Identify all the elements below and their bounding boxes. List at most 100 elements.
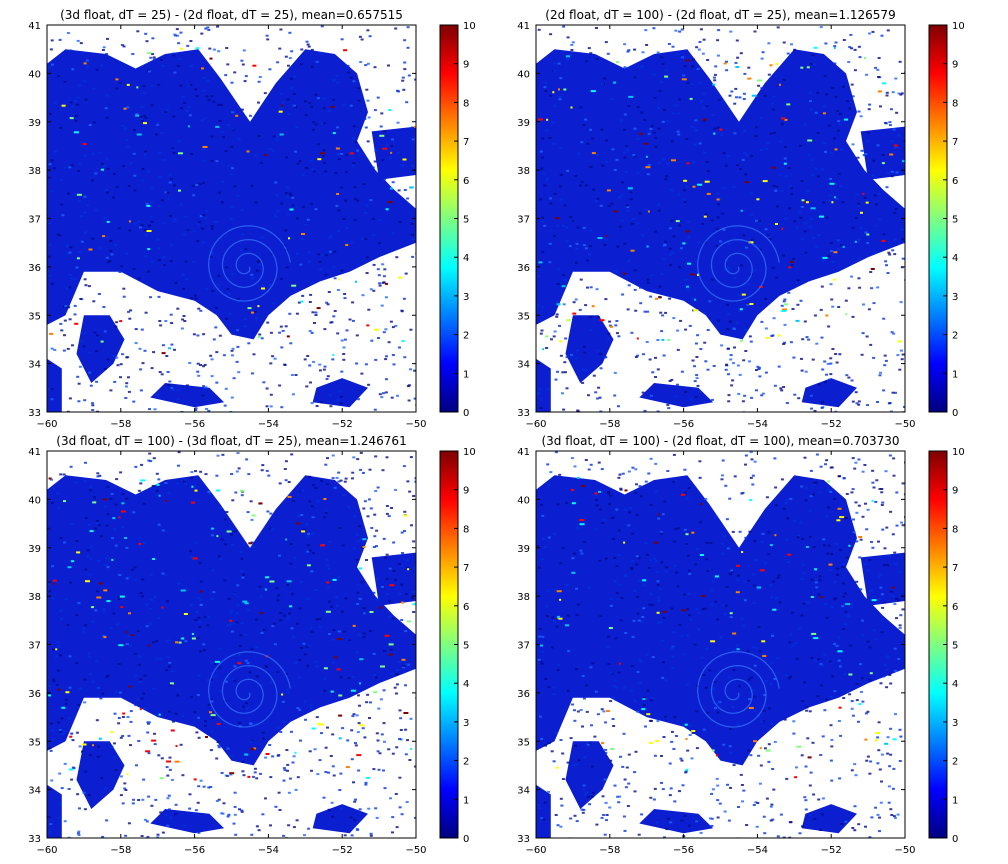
eddy-swirl <box>696 651 780 728</box>
colorbar-tick-label: 0 <box>952 408 958 419</box>
colorbar-tick-label: 5 <box>463 215 469 226</box>
y-tick-label: 39 <box>517 118 530 129</box>
x-tick-label: −52 <box>821 845 842 856</box>
y-tick-label: 38 <box>28 166 41 177</box>
ocean-patch <box>801 804 857 834</box>
y-tick-label: 41 <box>28 21 41 32</box>
y-tick-label: 37 <box>28 641 41 652</box>
colorbar-tick-label: 1 <box>952 795 958 806</box>
panel-3: (3d float, dT = 100) - (3d float, dT = 2… <box>28 434 475 856</box>
x-tick-label: −50 <box>405 845 426 856</box>
colorbar-tick-label: 10 <box>463 21 476 32</box>
y-tick-label: 33 <box>28 834 41 845</box>
y-tick-label: 35 <box>517 311 530 322</box>
colorbar-tick-label: 9 <box>463 486 469 497</box>
colorbar-tick-label: 6 <box>952 176 958 187</box>
colorbar-tick-label: 5 <box>463 641 469 652</box>
colorbar-tick-label: 4 <box>463 253 469 264</box>
ocean-patch <box>801 378 857 408</box>
colorbar-tick-label: 4 <box>463 679 469 690</box>
heatmap-field <box>47 25 416 412</box>
ocean-patch <box>150 383 225 408</box>
colorbar-tick-label: 7 <box>463 563 469 574</box>
y-tick-label: 37 <box>28 215 41 226</box>
colorbar-tick-label: 4 <box>952 253 958 264</box>
colorbar-tick-label: 0 <box>463 408 469 419</box>
y-tick-label: 34 <box>517 786 530 797</box>
y-tick-label: 38 <box>517 166 530 177</box>
x-tick-label: −54 <box>258 845 279 856</box>
colorbar-tick-label: 10 <box>952 447 965 458</box>
ocean-patch <box>860 552 905 606</box>
x-tick-label: −54 <box>747 419 768 430</box>
x-tick-label: −52 <box>332 845 353 856</box>
y-tick-label: 35 <box>28 311 41 322</box>
x-tick-label: −56 <box>184 845 205 856</box>
colorbar-tick-label: 1 <box>463 795 469 806</box>
colorbar-tick-label: 3 <box>952 718 958 729</box>
y-tick-label: 40 <box>28 69 41 80</box>
chart-title: (2d float, dT = 100) - (2d float, dT = 2… <box>545 8 895 22</box>
colorbar-tick-label: 6 <box>463 602 469 613</box>
y-tick-label: 35 <box>517 737 530 748</box>
ocean-patch <box>150 809 225 834</box>
colorbar-tick-label: 6 <box>952 602 958 613</box>
ocean-patch <box>47 784 62 838</box>
y-tick-label: 37 <box>517 215 530 226</box>
colorbar-tick-label: 0 <box>952 834 958 845</box>
x-tick-label: −60 <box>36 419 57 430</box>
x-tick-label: −56 <box>673 419 694 430</box>
ocean-patch <box>536 358 551 412</box>
ocean-patch <box>371 126 416 180</box>
panel-4: (3d float, dT = 100) - (2d float, dT = 1… <box>517 434 964 856</box>
colorbar-tick-label: 3 <box>463 718 469 729</box>
ocean-patch <box>76 741 125 809</box>
panel-2: (2d float, dT = 100) - (2d float, dT = 2… <box>517 8 964 430</box>
x-tick-label: −54 <box>258 419 279 430</box>
y-tick-label: 36 <box>517 689 530 700</box>
x-tick-label: −54 <box>747 845 768 856</box>
x-tick-label: −58 <box>599 419 620 430</box>
y-tick-label: 41 <box>517 21 530 32</box>
colorbar-tick-label: 9 <box>463 60 469 71</box>
y-tick-label: 41 <box>517 447 530 458</box>
colorbar-tick-label: 8 <box>463 98 469 109</box>
y-tick-label: 33 <box>517 408 530 419</box>
colorbar-tick-label: 3 <box>952 292 958 303</box>
x-tick-label: −58 <box>599 845 620 856</box>
ocean-patch <box>312 804 368 834</box>
x-tick-label: −50 <box>894 845 915 856</box>
chart-title: (3d float, dT = 100) - (3d float, dT = 2… <box>56 434 406 448</box>
colorbar-tick-label: 5 <box>952 215 958 226</box>
y-tick-label: 38 <box>28 592 41 603</box>
colorbar-tick-label: 8 <box>463 524 469 535</box>
y-tick-label: 36 <box>517 263 530 274</box>
ocean-patch <box>371 552 416 606</box>
chart-title: (3d float, dT = 100) - (2d float, dT = 1… <box>541 434 899 448</box>
x-tick-label: −52 <box>821 419 842 430</box>
y-tick-label: 33 <box>517 834 530 845</box>
y-tick-label: 39 <box>517 544 530 555</box>
y-tick-label: 34 <box>517 360 530 371</box>
ocean-region <box>536 475 905 766</box>
y-tick-label: 40 <box>517 495 530 506</box>
ocean-region <box>536 49 905 340</box>
x-tick-label: −60 <box>525 419 546 430</box>
ocean-patch <box>860 126 905 180</box>
colorbar-tick-label: 6 <box>463 176 469 187</box>
x-tick-label: −60 <box>525 845 546 856</box>
y-tick-label: 40 <box>28 495 41 506</box>
ocean-patch <box>76 315 125 383</box>
colorbar-tick-label: 2 <box>952 331 958 342</box>
y-tick-label: 36 <box>28 689 41 700</box>
eddy-swirl <box>207 225 291 302</box>
y-tick-label: 33 <box>28 408 41 419</box>
x-tick-label: −60 <box>36 845 57 856</box>
y-tick-label: 41 <box>28 447 41 458</box>
colorbar-tick-label: 0 <box>463 834 469 845</box>
colorbar-tick-label: 2 <box>463 331 469 342</box>
colorbar-tick-label: 8 <box>952 524 958 535</box>
y-tick-label: 34 <box>28 786 41 797</box>
colorbar-tick-label: 5 <box>952 641 958 652</box>
